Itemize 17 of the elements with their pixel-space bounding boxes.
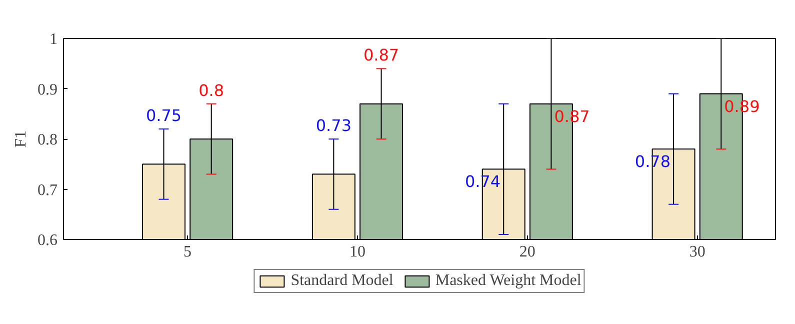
- data-label: 0.8: [198, 80, 224, 100]
- y-tick-label: 0.7: [38, 182, 58, 199]
- y-tick-label: 1: [50, 31, 58, 48]
- x-tick-label: 5: [184, 244, 192, 260]
- y-tick-label: 0.8: [38, 132, 58, 148]
- data-label: 0.73: [316, 116, 352, 135]
- y-tick-label: 0.9: [38, 81, 58, 98]
- y-tick-label: 0.6: [38, 232, 58, 249]
- y-axis-title: F1: [12, 130, 30, 148]
- x-tick-label: 20: [519, 244, 536, 260]
- x-tick-label: 30: [689, 244, 706, 260]
- legend-label: Standard Model: [290, 272, 394, 290]
- legend-label: Masked Weight Model: [435, 272, 582, 290]
- x-tick-label: 10: [349, 244, 366, 260]
- data-label: 0.89: [724, 96, 760, 116]
- data-label: 0.87: [363, 46, 400, 65]
- data-label: 0.75: [146, 106, 182, 125]
